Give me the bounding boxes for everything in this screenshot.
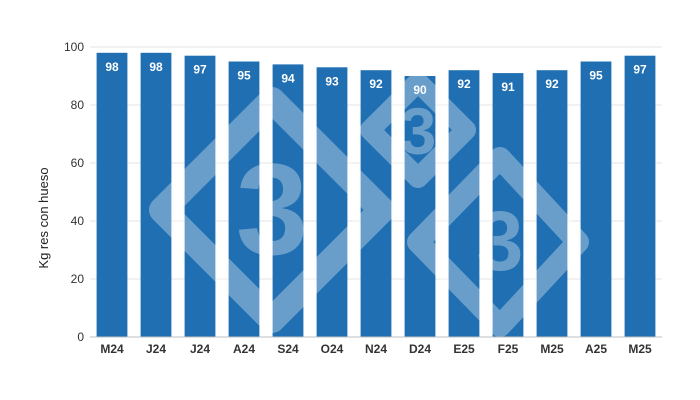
watermark-glyph: 3 xyxy=(236,136,308,282)
y-tick-label: 40 xyxy=(71,214,85,228)
bar-value-label: 95 xyxy=(589,69,603,83)
bar xyxy=(536,70,568,337)
y-tick-label: 0 xyxy=(77,330,84,344)
watermark-logo-icon: 3 3 3 xyxy=(149,72,589,337)
bar-value-label: 91 xyxy=(501,80,515,94)
bar xyxy=(580,61,612,337)
bar-value-label: 92 xyxy=(545,77,559,91)
x-tick-label: F25 xyxy=(498,342,519,356)
bar xyxy=(492,73,524,337)
bar xyxy=(316,67,348,338)
y-tick-label: 100 xyxy=(64,40,84,54)
bar-value-label: 97 xyxy=(193,63,207,77)
bar xyxy=(228,61,260,337)
data-labels: 98 98 97 95 94 93 92 90 92 91 92 95 97 xyxy=(105,60,647,97)
x-tick-label: J24 xyxy=(146,342,166,356)
axes: 0 20 40 60 80 100 M24 J24 J24 A24 S24 O24 N24 D24 E25 F… xyxy=(64,40,662,356)
bar-value-label: 92 xyxy=(369,77,383,91)
bar-value-label: 94 xyxy=(281,71,295,85)
bar xyxy=(404,76,436,337)
diamond-watermark-icon: 3 xyxy=(407,147,589,337)
x-tick-label: E25 xyxy=(453,342,475,356)
bar xyxy=(140,52,172,338)
watermark-glyph: 3 xyxy=(400,94,437,168)
bar xyxy=(272,64,304,338)
bar-value-label: 90 xyxy=(413,83,427,97)
bar-value-label: 98 xyxy=(105,60,119,74)
bar xyxy=(360,70,392,337)
bar xyxy=(624,55,656,337)
x-tick-label: A25 xyxy=(585,342,607,356)
y-tick-label: 60 xyxy=(71,156,85,170)
x-tick-label: J24 xyxy=(190,342,210,356)
y-tick-label: 80 xyxy=(71,98,85,112)
x-tick-label: A24 xyxy=(233,342,255,356)
y-axis-title: Kg res con hueso xyxy=(36,167,51,268)
x-tick-label: M24 xyxy=(100,342,124,356)
x-tick-label: M25 xyxy=(628,342,652,356)
bar xyxy=(448,70,480,337)
bar xyxy=(184,55,216,337)
y-tick-label: 20 xyxy=(71,272,85,286)
x-tick-label: D24 xyxy=(409,342,431,356)
x-tick-label: S24 xyxy=(277,342,299,356)
bar-value-label: 98 xyxy=(149,60,163,74)
bar-value-label: 93 xyxy=(325,74,339,88)
bar-value-label: 95 xyxy=(237,69,251,83)
bar-value-label: 92 xyxy=(457,77,471,91)
diamond-watermark-icon: 3 xyxy=(360,72,476,188)
bars xyxy=(96,52,656,338)
bar-value-label: 97 xyxy=(633,63,647,77)
x-tick-label: O24 xyxy=(321,342,344,356)
x-tick-label: N24 xyxy=(365,342,387,356)
watermark-glyph: 3 xyxy=(477,194,524,288)
bar xyxy=(96,52,128,338)
x-tick-label: M25 xyxy=(540,342,564,356)
diamond-watermark-icon: 3 xyxy=(149,87,395,333)
